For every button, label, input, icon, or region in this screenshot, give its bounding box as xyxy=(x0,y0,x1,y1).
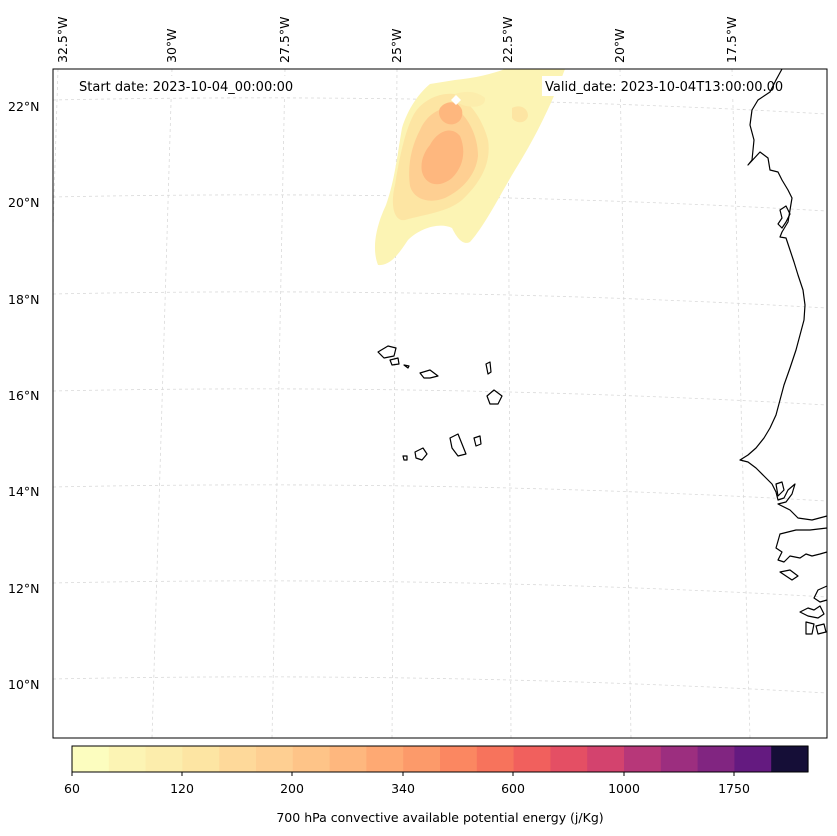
colorbar-tick-label: 60 xyxy=(64,781,80,796)
island-sal xyxy=(485,361,492,375)
grid-line-lat xyxy=(52,484,828,502)
cape-contour-level-2 xyxy=(454,91,486,107)
colorbar-tick-label: 200 xyxy=(280,781,304,796)
colorbar-segment xyxy=(587,746,625,772)
african-coastline xyxy=(739,68,828,521)
colorbar-frame xyxy=(71,745,809,773)
grid-line-lat xyxy=(52,388,828,406)
colorbar-segment xyxy=(771,746,809,772)
grid-line-lat xyxy=(52,676,828,694)
colorbar-segment xyxy=(329,746,367,772)
colorbar-segment xyxy=(734,746,772,772)
colorbar-segment xyxy=(660,746,699,772)
african-coastline-bijagos xyxy=(805,621,827,635)
start-date-label: Start date: 2023-10-04_00:00:00 xyxy=(79,80,293,95)
grid-line-lat xyxy=(52,97,828,115)
lon-label: 25°W xyxy=(389,28,404,63)
colorbar-segment xyxy=(219,746,257,772)
colorbar-segment xyxy=(550,746,588,772)
longitude-labels: 32.5°W 30°W 27.5°W 25°W 22.5°W 20°W 17.5… xyxy=(55,17,739,63)
graticule xyxy=(52,68,828,739)
grid-line-lat xyxy=(52,580,828,598)
colorbar-tick-label: 340 xyxy=(391,781,415,796)
colorbar: 60 120 200 340 600 1000 1750 700 hPa con… xyxy=(64,745,809,825)
island-fogo xyxy=(414,447,428,461)
colorbar-segment xyxy=(513,746,551,772)
island-sao-nicolau xyxy=(419,369,439,379)
colorbar-ticks xyxy=(71,772,735,776)
lon-label: 32.5°W xyxy=(55,17,70,63)
island-boa-vista xyxy=(486,389,503,405)
lon-label: 22.5°W xyxy=(500,17,515,63)
colorbar-segment xyxy=(182,746,220,772)
lat-label: 14°N xyxy=(8,484,40,499)
colorbar-tick-labels: 60 120 200 340 600 1000 1750 xyxy=(64,781,750,796)
colorbar-tick-label: 1750 xyxy=(718,781,750,796)
lat-label: 20°N xyxy=(8,195,40,210)
lon-label: 17.5°W xyxy=(724,17,739,63)
lat-label: 18°N xyxy=(8,292,40,307)
map-panel: Start date: 2023-10-04_00:00:00 Valid_da… xyxy=(52,68,828,739)
island-santo-antao xyxy=(377,345,397,359)
colorbar-segment xyxy=(366,746,404,772)
lat-label: 12°N xyxy=(8,581,40,596)
african-coastline-islands xyxy=(799,605,825,619)
island-sao-vicente xyxy=(389,357,400,366)
african-coastline-lower xyxy=(779,569,799,581)
colorbar-title: 700 hPa convective available potential e… xyxy=(276,810,603,825)
colorbar-segment xyxy=(403,746,441,772)
colorbar-segment xyxy=(476,746,515,772)
grid-line-lat xyxy=(52,194,828,212)
island-santa-luzia xyxy=(403,364,410,369)
african-coastline-guinea xyxy=(813,585,828,603)
cape-contour-level-3b xyxy=(512,106,528,123)
grid-line-lon xyxy=(52,68,59,231)
grid-line-lat xyxy=(52,291,828,309)
lon-label: 27.5°W xyxy=(277,17,292,63)
colorbar-segment xyxy=(145,746,183,772)
colorbar-tick-label: 120 xyxy=(170,781,194,796)
colorbar-segment xyxy=(256,746,294,772)
lat-label: 10°N xyxy=(8,677,40,692)
valid-date-label: Valid_date: 2023-10-04T13:00:00.00 xyxy=(545,80,783,95)
cape-contour-level-7 xyxy=(421,130,464,185)
valid-date-box xyxy=(542,76,804,96)
map-frame xyxy=(52,68,828,739)
lon-label: 20°W xyxy=(612,28,627,63)
cape-contours xyxy=(374,69,565,266)
colorbar-segment xyxy=(697,746,735,772)
start-date-box xyxy=(76,76,314,96)
dakhla-peninsula xyxy=(777,205,791,229)
colorbar-segment xyxy=(292,746,331,772)
colorbar-segment xyxy=(440,746,478,772)
cape-contour-level-7b xyxy=(438,102,463,125)
diamond-marker xyxy=(451,95,461,105)
colorbar-segment xyxy=(108,746,147,772)
lat-label: 22°N xyxy=(8,99,40,114)
lon-label: 30°W xyxy=(164,28,179,63)
colorbar-tick-label: 1000 xyxy=(608,781,640,796)
island-santiago xyxy=(449,433,467,457)
african-coastline-south xyxy=(775,527,828,563)
latitude-labels: 22°N 20°N 18°N 16°N 14°N 12°N 10°N xyxy=(8,99,40,692)
colorbar-tick-label: 600 xyxy=(501,781,525,796)
colorbar-segment xyxy=(72,746,110,772)
cape-blanc xyxy=(775,481,785,497)
colorbar-segments xyxy=(72,746,809,772)
island-brava xyxy=(402,455,408,461)
lat-label: 16°N xyxy=(8,388,40,403)
coastlines xyxy=(377,68,828,635)
colorbar-segment xyxy=(624,746,662,772)
island-maio xyxy=(473,435,482,447)
